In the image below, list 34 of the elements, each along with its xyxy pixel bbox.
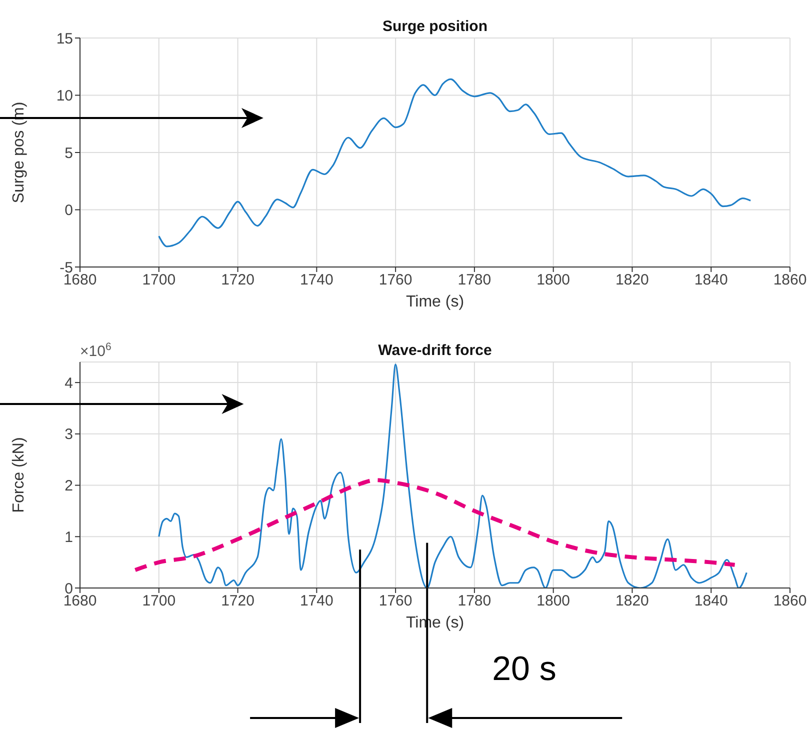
x-tick-label: 1760 [378, 592, 412, 610]
x-tick-label: 1800 [536, 272, 570, 289]
y-tick-label: 0 [64, 202, 73, 220]
x-tick-label: 1820 [616, 592, 649, 610]
y-tick-label: 4 [64, 374, 73, 392]
x-axis-title: Time (s) [406, 293, 464, 310]
x-tick-label: 1780 [458, 592, 492, 610]
y-tick-label: 3 [64, 426, 73, 444]
x-tick-label: 1820 [616, 272, 649, 289]
x-tick-label: 1740 [300, 592, 334, 610]
x-tick-label: 1840 [694, 592, 728, 610]
x-tick-label: 1860 [773, 592, 807, 610]
text: 20 s [492, 650, 556, 688]
x-tick-label: 1760 [378, 272, 412, 289]
x-tick-label: 1860 [773, 272, 807, 289]
y-tick-label: 15 [56, 30, 73, 48]
y-axis-title: Force (kN) [10, 437, 28, 513]
chart-title: Wave-drift force [378, 342, 492, 359]
x-tick-label: 1720 [221, 592, 254, 610]
x-tick-label: 1720 [221, 272, 254, 289]
x-tick-label: 1780 [458, 272, 492, 289]
y-tick-label: 5 [64, 144, 73, 162]
chart-title: Surge position [382, 18, 488, 35]
x-tick-label: 1740 [300, 272, 334, 289]
x-tick-label: 1800 [536, 592, 570, 610]
x-tick-label: 1680 [63, 272, 97, 289]
y-tick-label: 10 [56, 88, 73, 105]
y-tick-label: 2 [64, 478, 73, 495]
x-tick-label: 1680 [63, 592, 97, 610]
y-tick-label: 1 [64, 528, 73, 546]
x-tick-label: 1700 [142, 592, 176, 610]
x-tick-label: 1840 [694, 272, 728, 289]
x-tick-label: 1700 [142, 272, 176, 289]
text: ×10$^{6}$ [80, 341, 112, 360]
